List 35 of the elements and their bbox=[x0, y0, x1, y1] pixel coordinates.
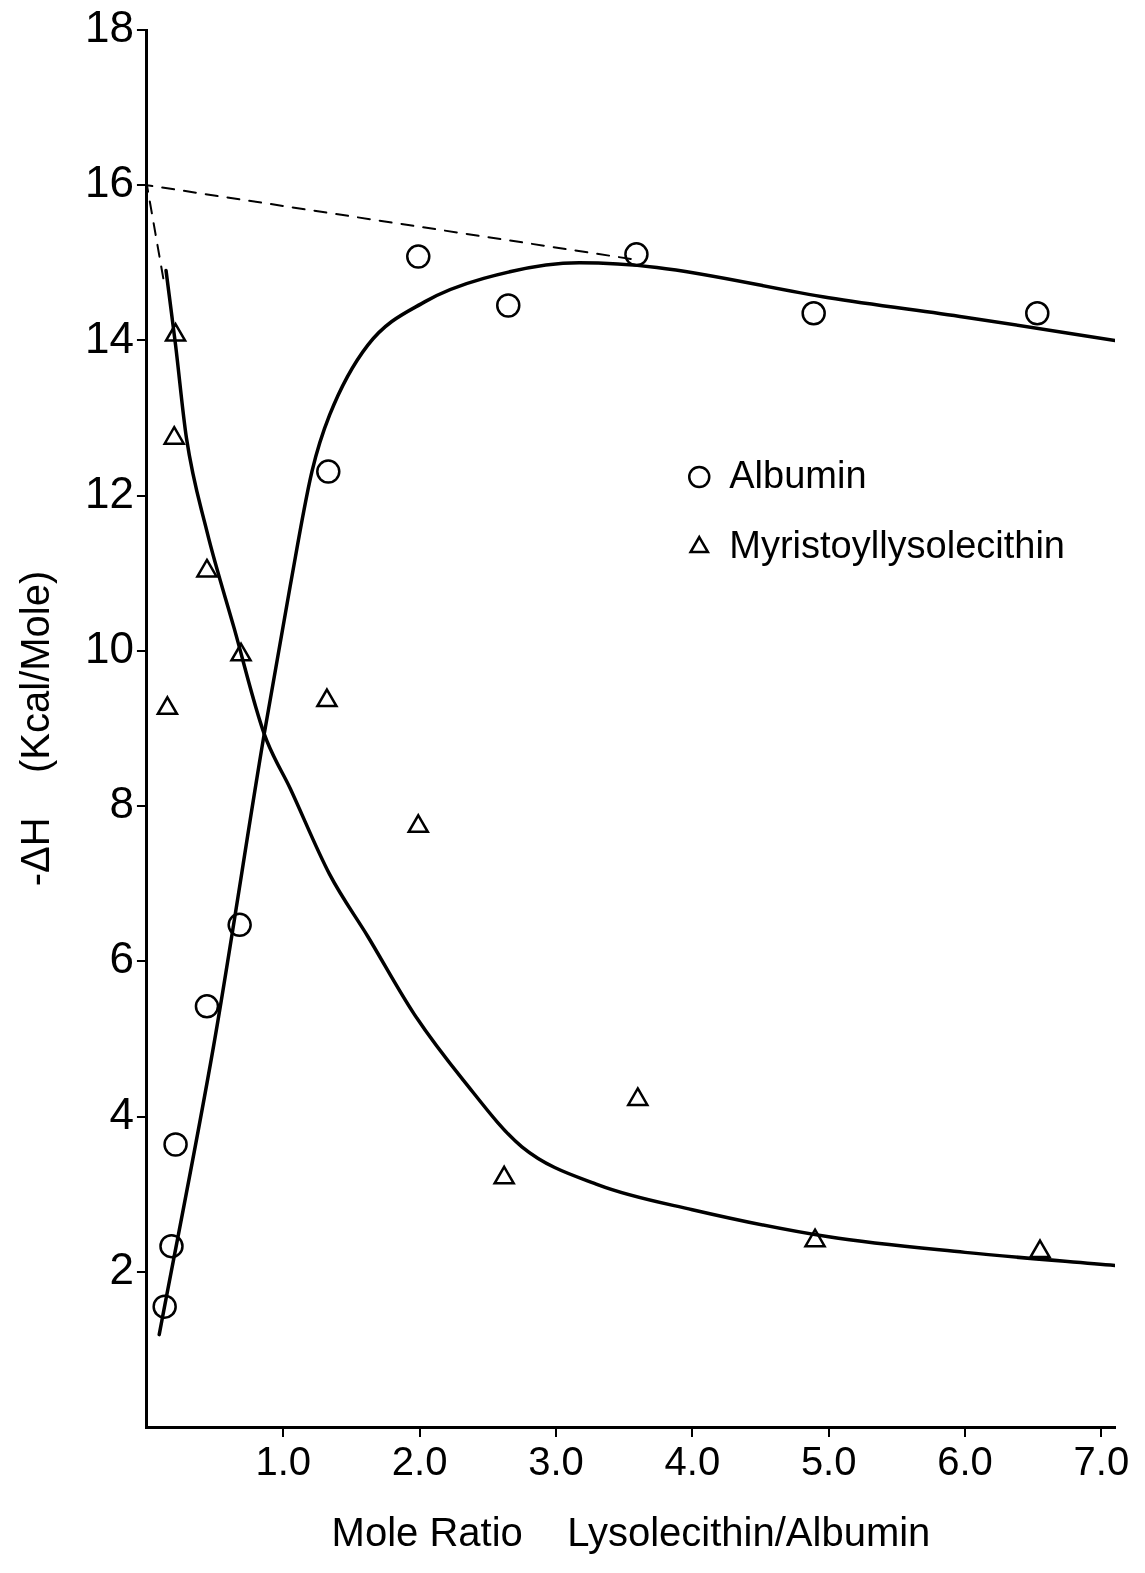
x-tick-label: 5.0 bbox=[800, 1439, 857, 1484]
x-tick-label: 6.0 bbox=[937, 1439, 993, 1484]
x-tick-label: 7.0 bbox=[1073, 1439, 1130, 1484]
x-tick-label: 1.0 bbox=[255, 1439, 312, 1484]
legend-label: Myristoyllysolecithin bbox=[729, 523, 1065, 566]
point bbox=[156, 696, 179, 716]
point bbox=[801, 301, 826, 326]
y-tick-label: 6 bbox=[109, 933, 134, 983]
point bbox=[407, 814, 430, 834]
x-axis-title: Mole Ratio Lysolecithin/Albumin bbox=[331, 1510, 931, 1555]
point bbox=[406, 244, 431, 269]
y-tick-label: 8 bbox=[109, 778, 134, 828]
x-tick-label: 3.0 bbox=[528, 1439, 584, 1484]
point bbox=[1029, 1239, 1051, 1259]
point bbox=[804, 1228, 826, 1248]
y-tick-label: 10 bbox=[84, 623, 134, 673]
y-tick-label: 18 bbox=[84, 2, 134, 52]
y-tick-label: 14 bbox=[84, 312, 134, 362]
y-tick-label: 2 bbox=[109, 1243, 134, 1293]
point bbox=[624, 242, 649, 267]
y-axis-title: -ΔH (Kcal/Mole) bbox=[13, 570, 58, 887]
point bbox=[1025, 301, 1050, 326]
point bbox=[627, 1087, 649, 1107]
x-tick-label: 4.0 bbox=[664, 1439, 721, 1484]
point bbox=[196, 558, 218, 578]
x-tick-label: 2.0 bbox=[391, 1439, 448, 1484]
legend-label: Albumin bbox=[729, 453, 867, 496]
point bbox=[230, 642, 252, 662]
y-tick-label: 12 bbox=[84, 467, 134, 517]
point bbox=[316, 459, 341, 484]
point bbox=[316, 688, 338, 708]
point bbox=[493, 1165, 515, 1185]
y-tick-label: 4 bbox=[109, 1088, 134, 1138]
y-tick-label: 16 bbox=[84, 157, 134, 207]
point bbox=[496, 293, 521, 318]
